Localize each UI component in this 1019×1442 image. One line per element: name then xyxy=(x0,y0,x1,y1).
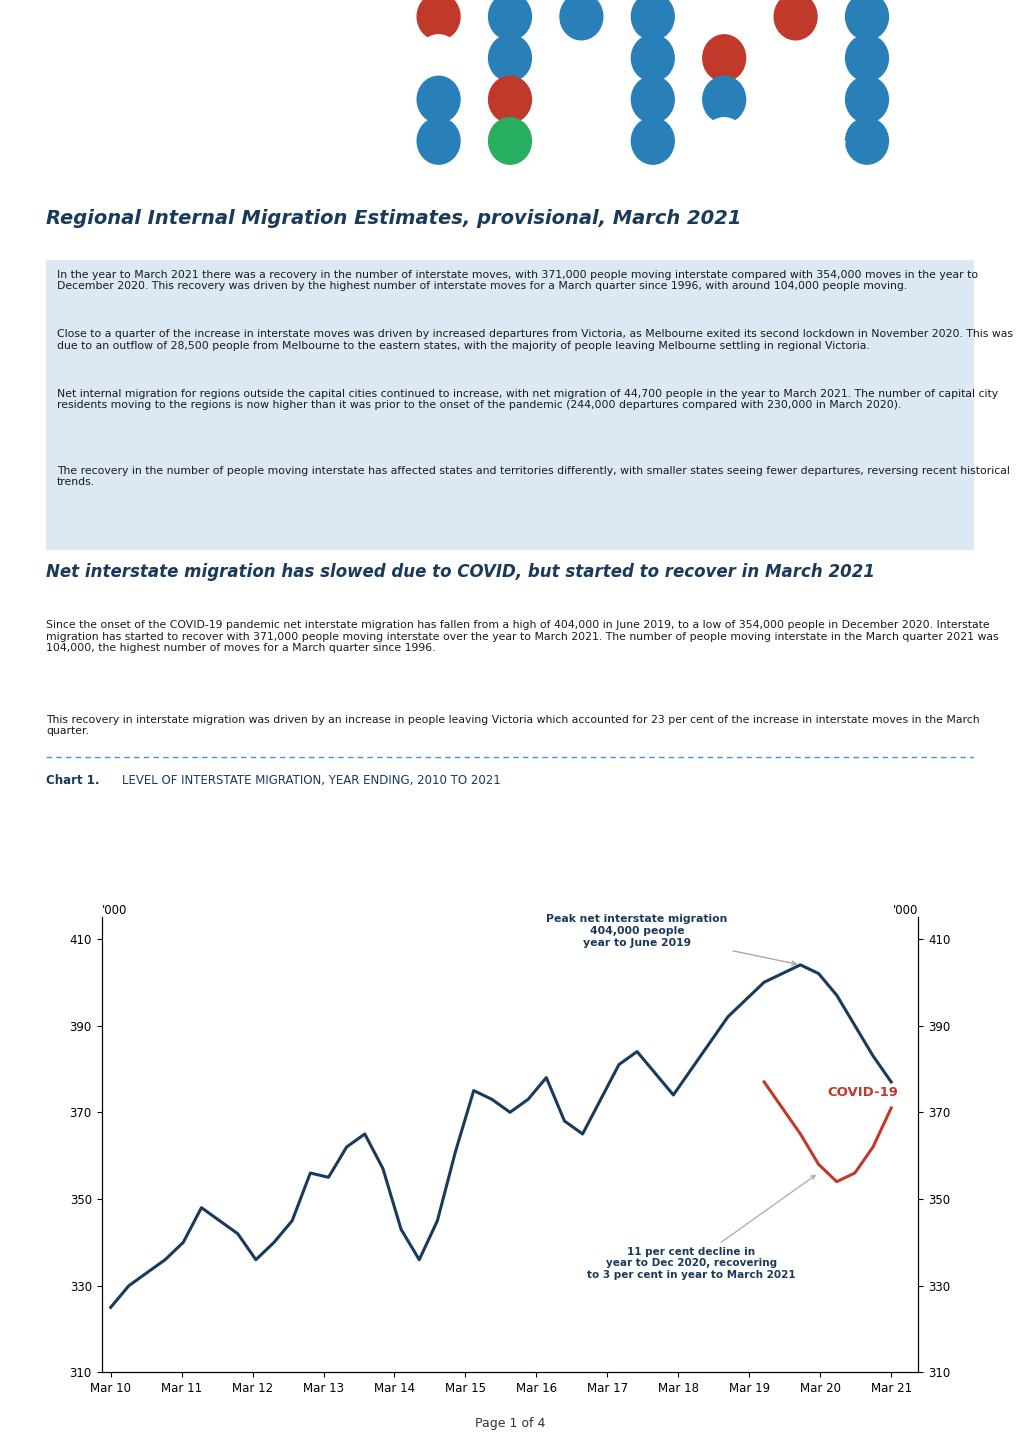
Ellipse shape xyxy=(488,76,531,123)
Text: This recovery in interstate migration was driven by an increase in people leavin: This recovery in interstate migration wa… xyxy=(46,715,978,737)
Ellipse shape xyxy=(845,0,888,40)
Ellipse shape xyxy=(702,35,745,81)
Text: '000: '000 xyxy=(102,904,126,917)
Ellipse shape xyxy=(773,0,816,40)
Ellipse shape xyxy=(417,76,460,123)
Ellipse shape xyxy=(417,0,460,40)
Ellipse shape xyxy=(631,76,674,123)
Text: Since the onset of the COVID-19 pandemic net interstate migration has fallen fro: Since the onset of the COVID-19 pandemic… xyxy=(46,620,998,653)
Text: Chart 1.: Chart 1. xyxy=(46,774,99,787)
Text: The recovery in the number of people moving interstate has affected states and t: The recovery in the number of people mov… xyxy=(57,466,1009,487)
Ellipse shape xyxy=(488,35,531,81)
Text: COVID-19: COVID-19 xyxy=(826,1086,898,1099)
FancyBboxPatch shape xyxy=(46,260,973,551)
Ellipse shape xyxy=(631,35,674,81)
Ellipse shape xyxy=(417,118,460,164)
Ellipse shape xyxy=(702,76,745,123)
Text: Regional Internal Migration Estimates, provisional, March 2021: Regional Internal Migration Estimates, p… xyxy=(46,209,741,228)
Text: 3 August 2021: 3 August 2021 xyxy=(701,140,848,159)
Text: Net internal migration for regions outside the capital cities continued to incre: Net internal migration for regions outsi… xyxy=(57,388,998,410)
Ellipse shape xyxy=(631,118,674,164)
Text: Close to a quarter of the increase in interstate moves was driven by increased d: Close to a quarter of the increase in in… xyxy=(57,329,1012,350)
Ellipse shape xyxy=(702,118,745,164)
Ellipse shape xyxy=(845,35,888,81)
Ellipse shape xyxy=(559,0,602,40)
Text: LEVEL OF INTERSTATE MIGRATION, YEAR ENDING, 2010 TO 2021: LEVEL OF INTERSTATE MIGRATION, YEAR ENDI… xyxy=(122,774,500,787)
Ellipse shape xyxy=(702,0,745,40)
Ellipse shape xyxy=(488,0,531,40)
Ellipse shape xyxy=(845,118,888,164)
Text: Net interstate migration has slowed due to COVID, but started to recover in Marc: Net interstate migration has slowed due … xyxy=(46,562,874,581)
Ellipse shape xyxy=(417,35,460,81)
Text: In the year to March 2021 there was a recovery in the number of interstate moves: In the year to March 2021 there was a re… xyxy=(57,270,977,291)
Ellipse shape xyxy=(488,118,531,164)
Text: 11 per cent decline in
year to Dec 2020, recovering
to 3 per cent in year to Mar: 11 per cent decline in year to Dec 2020,… xyxy=(587,1175,814,1280)
Text: Australian Government: Australian Government xyxy=(158,46,358,61)
Text: Peak net interstate migration
404,000 people
year to June 2019: Peak net interstate migration 404,000 pe… xyxy=(546,914,796,965)
Text: ⚙: ⚙ xyxy=(36,69,61,97)
Text: Centre for Population: Centre for Population xyxy=(158,110,306,123)
Ellipse shape xyxy=(845,76,888,123)
Text: Page 1 of 4: Page 1 of 4 xyxy=(475,1417,544,1430)
Ellipse shape xyxy=(631,0,674,40)
Text: '000: '000 xyxy=(893,904,917,917)
